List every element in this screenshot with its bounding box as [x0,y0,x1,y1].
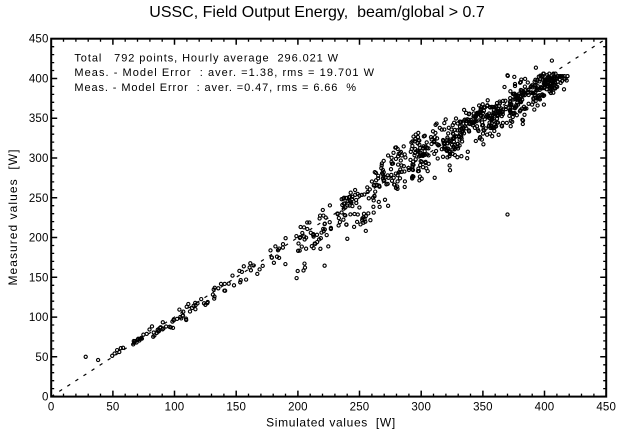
svg-text:450: 450 [29,34,49,46]
svg-text:100: 100 [165,402,185,414]
svg-text:200: 200 [288,402,308,414]
svg-text:0: 0 [42,392,49,404]
svg-text:250: 250 [350,402,370,414]
svg-text:Simulated values [W]: Simulated values [W] [266,416,396,430]
svg-text:400: 400 [535,402,555,414]
svg-text:Meas. - Model Error : aver. =: Meas. - Model Error : aver. =0.47, rms =… [74,82,357,94]
svg-text:300: 300 [411,402,431,414]
svg-text:150: 150 [29,272,49,284]
svg-text:400: 400 [29,74,49,86]
svg-text:50: 50 [106,402,119,414]
svg-text:50: 50 [35,352,48,364]
svg-text:200: 200 [29,233,49,245]
svg-text:350: 350 [473,402,493,414]
svg-text:300: 300 [29,153,49,165]
svg-text:Total 792 points, Hourly ave: Total 792 points, Hourly average 296.021… [74,52,339,64]
svg-text:0: 0 [48,402,55,414]
svg-text:350: 350 [29,113,49,125]
svg-text:150: 150 [226,402,246,414]
svg-text:450: 450 [596,402,616,414]
svg-text:100: 100 [29,312,49,324]
svg-text:USSC, Field Output Energy, be: USSC, Field Output Energy, beam/global >… [149,4,485,21]
svg-text:250: 250 [29,193,49,205]
svg-text:Meas. - Model Error : aver. =: Meas. - Model Error : aver. =1.38, rms =… [74,67,375,79]
svg-text:Measured values [W]: Measured values [W] [6,148,20,285]
